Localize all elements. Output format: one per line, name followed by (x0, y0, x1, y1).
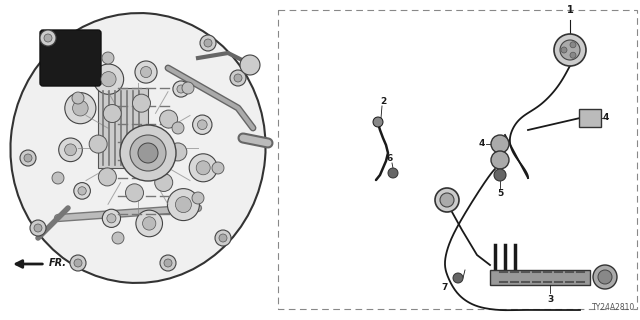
Circle shape (34, 224, 42, 232)
Circle shape (74, 259, 82, 267)
Circle shape (99, 168, 116, 186)
Circle shape (172, 122, 184, 134)
Circle shape (212, 162, 224, 174)
Circle shape (72, 100, 88, 116)
Circle shape (215, 230, 231, 246)
Circle shape (120, 125, 176, 181)
Circle shape (65, 92, 96, 124)
Circle shape (102, 52, 114, 64)
Circle shape (89, 135, 107, 153)
Bar (278, 10, 637, 309)
Circle shape (107, 214, 116, 223)
Circle shape (200, 35, 216, 51)
Circle shape (182, 82, 194, 94)
Circle shape (78, 187, 86, 195)
Circle shape (494, 169, 506, 181)
Circle shape (52, 172, 64, 184)
Circle shape (593, 265, 617, 289)
Bar (98, 88, 148, 168)
Text: TY24A2810: TY24A2810 (592, 303, 635, 312)
Circle shape (560, 40, 580, 60)
Circle shape (74, 183, 90, 199)
Circle shape (193, 115, 212, 134)
Circle shape (159, 110, 178, 128)
Circle shape (72, 92, 84, 104)
Circle shape (160, 255, 176, 271)
FancyBboxPatch shape (40, 30, 101, 86)
Text: 7: 7 (442, 283, 448, 292)
Circle shape (570, 52, 576, 58)
Circle shape (491, 135, 509, 153)
Circle shape (168, 188, 200, 220)
Circle shape (102, 209, 120, 228)
Circle shape (103, 105, 122, 123)
Circle shape (65, 144, 76, 156)
Circle shape (169, 143, 187, 161)
Circle shape (44, 34, 52, 42)
Circle shape (570, 42, 576, 48)
Circle shape (440, 193, 454, 207)
Text: 2: 2 (380, 97, 386, 106)
Circle shape (435, 188, 459, 212)
Circle shape (554, 34, 586, 66)
Circle shape (141, 67, 152, 77)
Circle shape (136, 210, 163, 237)
Circle shape (598, 270, 612, 284)
Circle shape (59, 138, 83, 162)
Circle shape (112, 232, 124, 244)
Circle shape (491, 151, 509, 169)
Circle shape (155, 173, 173, 191)
Circle shape (20, 150, 36, 166)
Circle shape (40, 30, 56, 46)
Circle shape (189, 154, 217, 182)
Circle shape (24, 154, 32, 162)
Circle shape (230, 70, 246, 86)
Text: 1: 1 (566, 5, 573, 15)
Text: 5: 5 (497, 189, 503, 198)
Bar (490, 270, 590, 285)
Circle shape (125, 184, 143, 202)
Circle shape (93, 64, 124, 94)
Circle shape (453, 273, 463, 283)
Circle shape (240, 55, 260, 75)
Text: 4: 4 (479, 140, 485, 148)
Circle shape (192, 192, 204, 204)
Circle shape (388, 168, 398, 178)
Circle shape (101, 72, 116, 87)
Text: 4: 4 (603, 114, 609, 123)
Circle shape (70, 255, 86, 271)
Circle shape (196, 161, 210, 175)
Circle shape (561, 47, 567, 53)
Circle shape (204, 39, 212, 47)
Circle shape (219, 234, 227, 242)
Ellipse shape (10, 13, 266, 283)
Circle shape (177, 85, 185, 93)
Circle shape (173, 81, 189, 97)
Text: FR.: FR. (49, 258, 67, 268)
FancyBboxPatch shape (579, 109, 601, 127)
Circle shape (143, 217, 156, 230)
Text: 6: 6 (387, 154, 393, 163)
Circle shape (373, 117, 383, 127)
Circle shape (175, 196, 191, 212)
Circle shape (30, 220, 46, 236)
Circle shape (130, 135, 166, 171)
Circle shape (164, 259, 172, 267)
Circle shape (234, 74, 242, 82)
Circle shape (198, 120, 207, 130)
Circle shape (132, 94, 150, 112)
Text: 3: 3 (547, 295, 553, 304)
Circle shape (135, 61, 157, 83)
Circle shape (138, 143, 158, 163)
